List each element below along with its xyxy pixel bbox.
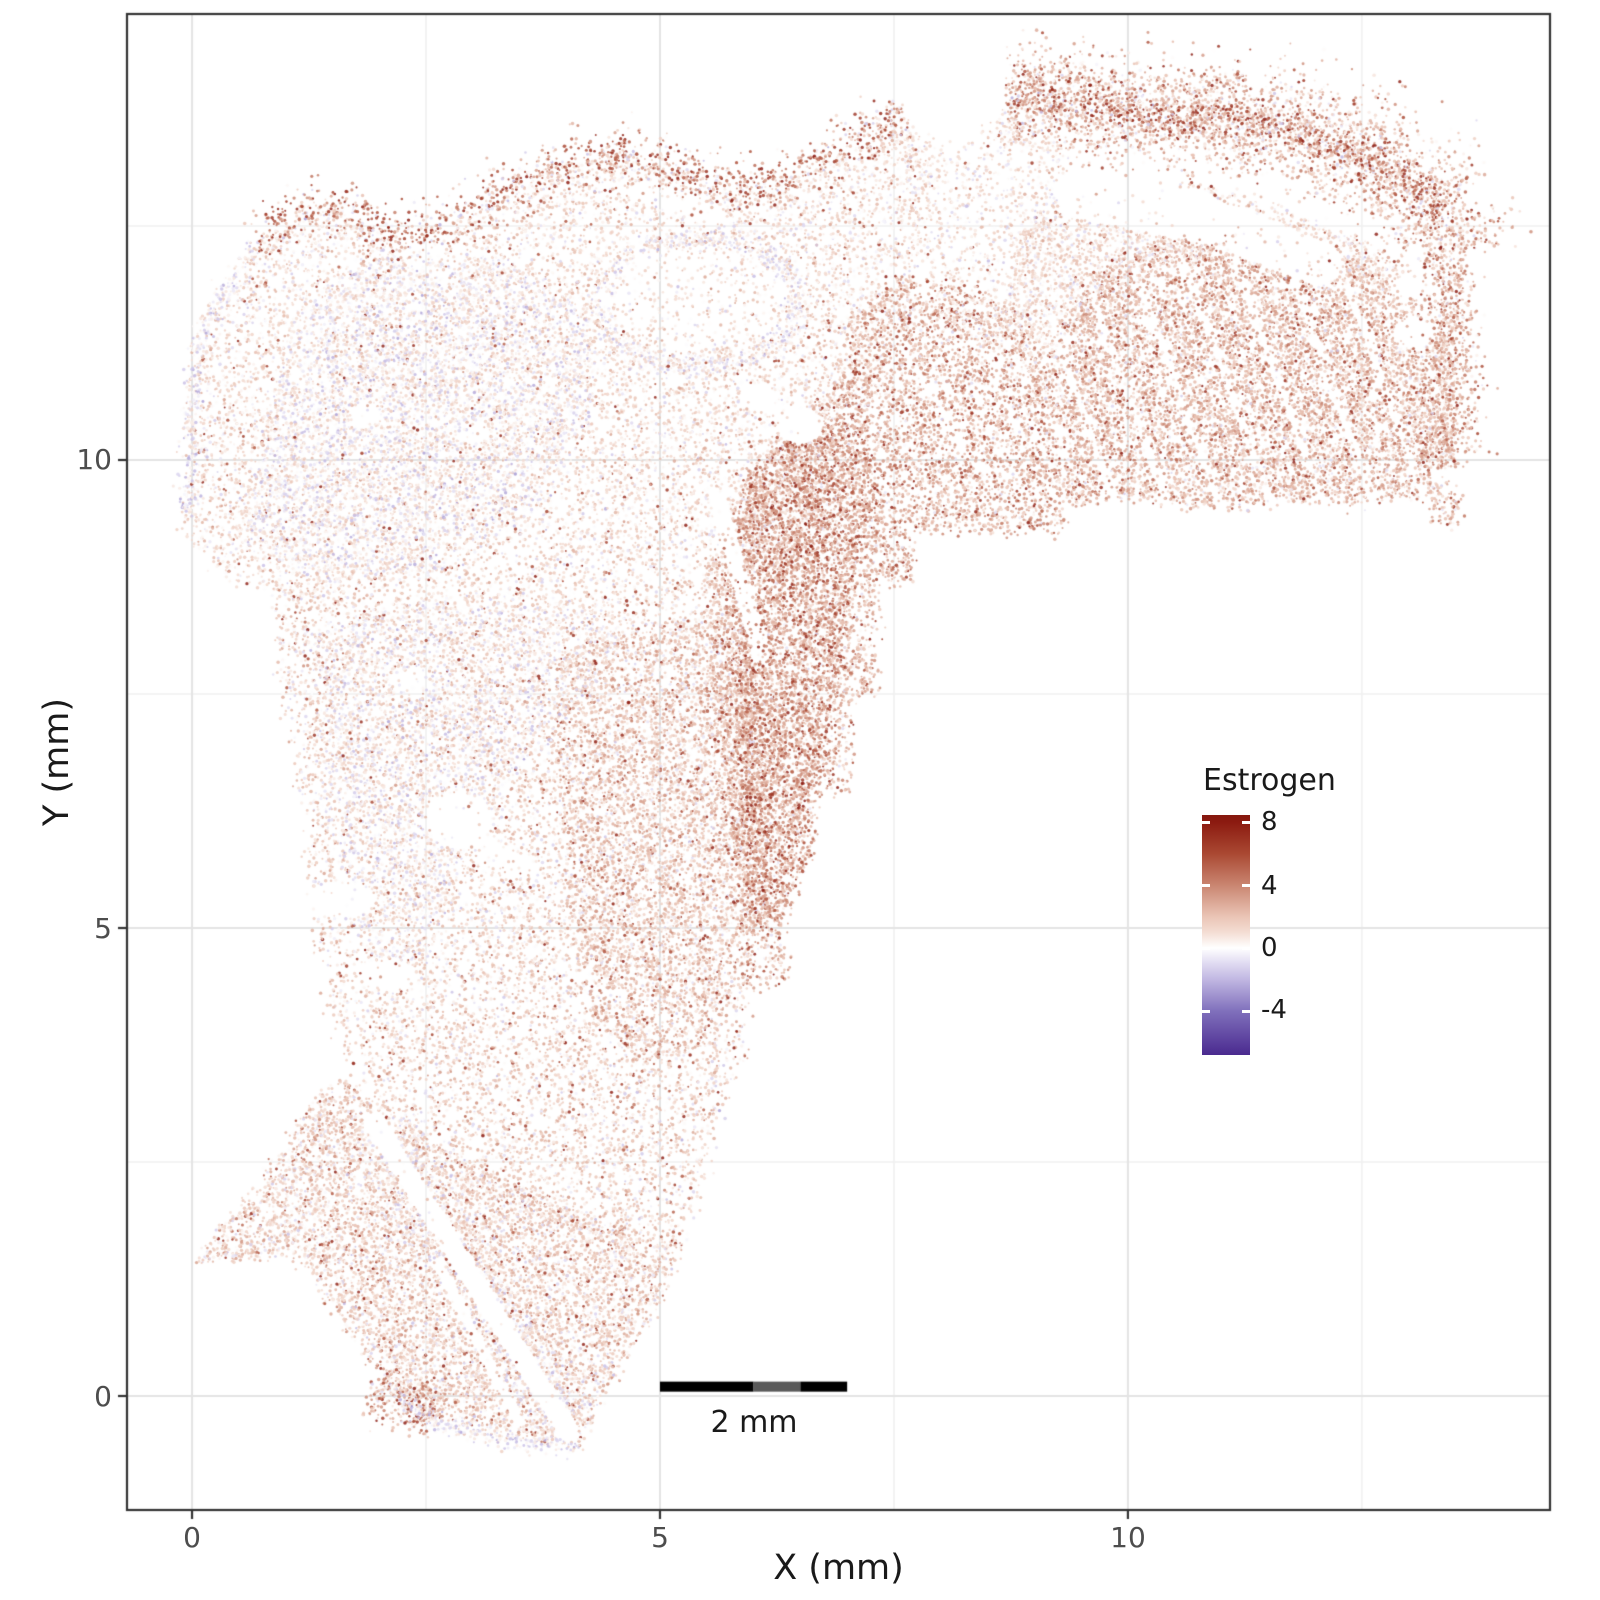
legend-title: Estrogen (1203, 763, 1336, 798)
legend-tick-mark (1242, 1010, 1250, 1013)
legend-tick-label-neg4: -4 (1261, 995, 1287, 1025)
legend-tick-mark (1242, 884, 1250, 887)
legend-colorbar (1202, 815, 1250, 1055)
y-tick-label-0: 0 (94, 1380, 112, 1413)
y-tick-label-10: 10 (76, 443, 112, 476)
x-tick-label-10: 10 (1110, 1521, 1146, 1554)
legend-tick-label-8: 8 (1261, 807, 1278, 837)
legend-tick-mark (1242, 947, 1250, 950)
legend-tick-mark (1202, 884, 1210, 887)
y-tick-label-5: 5 (94, 912, 112, 945)
x-tick-label-0: 0 (183, 1521, 201, 1554)
scalebar-label: 2 mm (710, 1405, 798, 1440)
legend-tick-mark (1202, 947, 1210, 950)
y-axis-title: Y (mm) (37, 697, 77, 827)
x-tick-label-5: 5 (651, 1521, 669, 1554)
legend-tick-mark (1202, 1010, 1210, 1013)
legend-tick-mark (1242, 821, 1250, 824)
legend-tick-label-0: 0 (1261, 933, 1278, 963)
legend-tick-label-4: 4 (1261, 871, 1278, 901)
legend-tick-mark (1202, 821, 1210, 824)
x-axis-title: X (mm) (773, 1548, 904, 1588)
